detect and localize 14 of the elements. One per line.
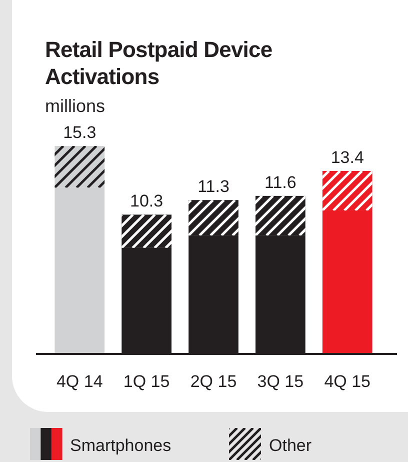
x-tick-label: 3Q 15	[257, 372, 304, 391]
x-tick-label: 1Q 15	[123, 372, 170, 391]
x-tick-label: 4Q 15	[324, 372, 371, 391]
annotation: 13.4	[330, 148, 364, 167]
x-tick-label: 4Q 14	[56, 372, 103, 391]
legend-label: Other	[269, 436, 312, 455]
y-axis-title: millions	[45, 96, 106, 116]
annotation: 11.3	[198, 177, 230, 196]
annotation: 11.6	[264, 172, 296, 192]
chart-title: Retail Postpaid Device Activations	[45, 37, 272, 89]
x-tick-label: 2Q 15	[190, 372, 237, 391]
legend-label: Smartphones	[70, 436, 172, 455]
annotation: 15.3	[63, 123, 96, 142]
annotation: 10.3	[130, 192, 164, 211]
